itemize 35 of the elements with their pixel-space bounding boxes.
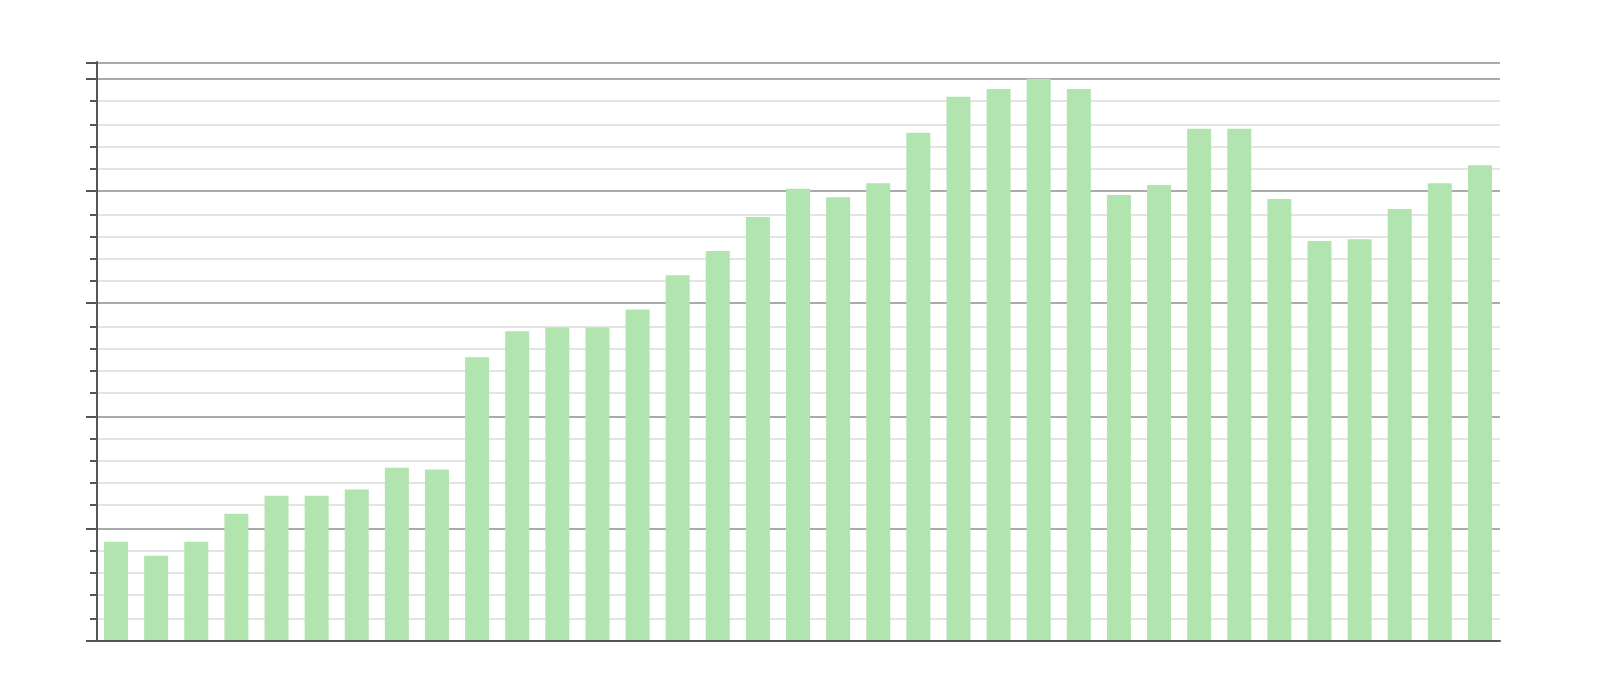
bar: [786, 188, 810, 640]
bar: [986, 88, 1011, 640]
bar: [184, 541, 209, 640]
bar: [344, 489, 369, 640]
bar: [1267, 198, 1292, 640]
bar: [1227, 128, 1252, 640]
bar: [465, 357, 490, 640]
bar: [224, 513, 249, 640]
bar: [1467, 165, 1492, 640]
bar: [1387, 209, 1412, 640]
bar: [585, 327, 610, 640]
bar: [264, 495, 289, 640]
bar: [1066, 88, 1091, 640]
bar: [545, 327, 570, 640]
bar: [104, 541, 129, 640]
bar: [906, 132, 931, 640]
bar: [665, 275, 690, 640]
bar: [745, 216, 770, 640]
bar: [705, 251, 730, 640]
bar: [946, 96, 971, 640]
bar: [866, 183, 891, 640]
bar: [625, 309, 650, 640]
bar: [826, 197, 851, 640]
bar: [1147, 184, 1172, 640]
bar: [304, 495, 329, 640]
bar: [1307, 241, 1332, 640]
bar: [424, 469, 449, 640]
bar: [1187, 128, 1212, 640]
bar: [505, 331, 530, 640]
bar: [1427, 183, 1452, 640]
bar: [1026, 78, 1051, 640]
bar: [1106, 195, 1131, 640]
bar: [144, 555, 169, 640]
bar: [384, 467, 409, 640]
bar: [1347, 239, 1372, 640]
